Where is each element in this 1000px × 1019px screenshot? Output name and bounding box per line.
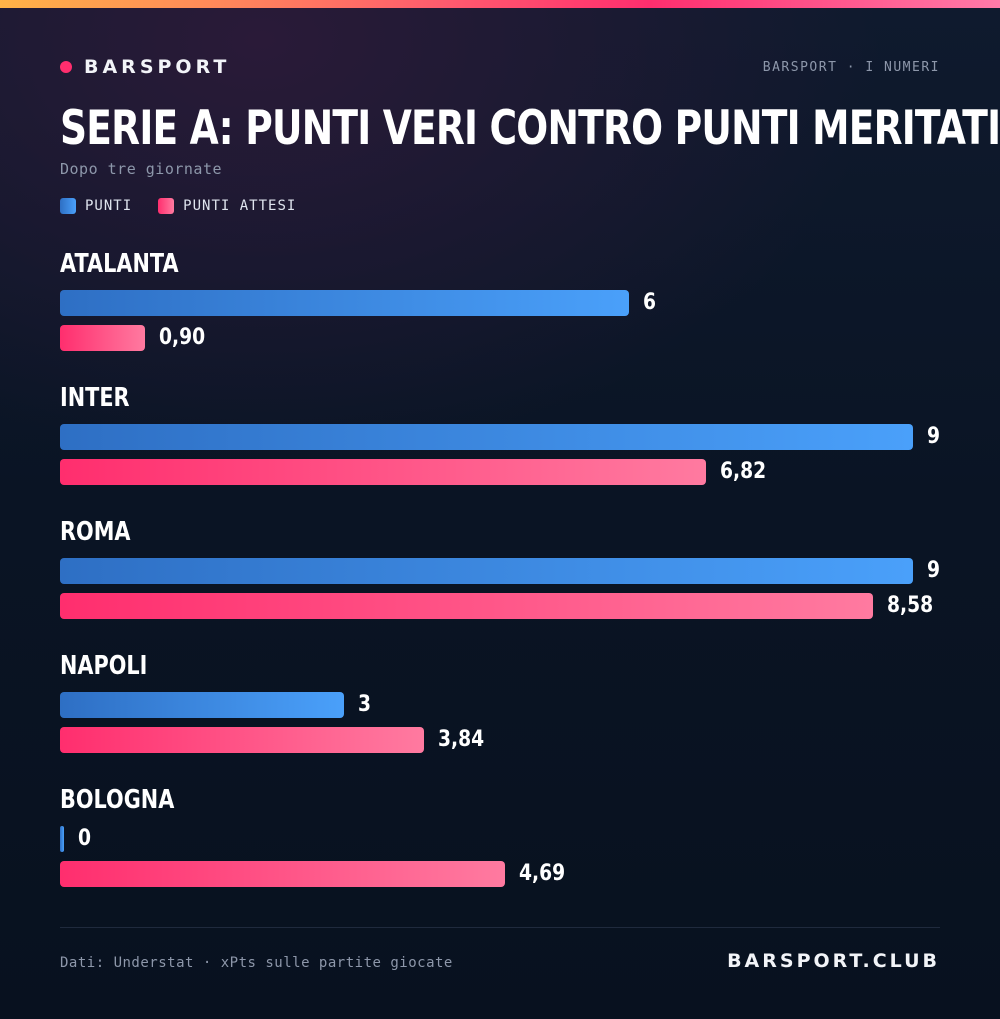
- value-label-punti-attesi-atalanta: 0,90: [159, 325, 206, 350]
- footer-site: BARSPORT.CLUB: [727, 950, 940, 972]
- chart-title: SERIE A: PUNTI VERI CONTRO PUNTI MERITAT…: [60, 101, 1000, 156]
- bar-punti-attesi-atalanta: [60, 325, 146, 351]
- value-label-punti-bologna: 0: [78, 826, 92, 851]
- bar-punti-attesi-bologna: [60, 861, 505, 887]
- team-label-bologna: BOLOGNA: [60, 785, 175, 815]
- value-label-punti-napoli: 3: [358, 692, 372, 717]
- chart-legend: PUNTI PUNTI ATTESI: [60, 198, 322, 214]
- brand-dot-icon: [60, 61, 72, 73]
- value-label-punti-attesi-inter: 6,82: [720, 459, 767, 484]
- value-label-punti-inter: 9: [927, 424, 941, 449]
- brand: BARSPORT: [60, 56, 230, 78]
- brand-name: BARSPORT: [84, 56, 231, 78]
- legend-swatch-punti: [60, 198, 76, 214]
- bar-punti-roma: [60, 558, 913, 584]
- chart-subtitle: Dopo tre giornate: [60, 160, 223, 178]
- bar-punti-attesi-napoli: [60, 727, 424, 753]
- bar-punti-inter: [60, 424, 913, 450]
- value-label-punti-attesi-bologna: 4,69: [518, 861, 565, 886]
- legend-label-punti: PUNTI: [85, 198, 133, 214]
- team-label-roma: ROMA: [60, 517, 131, 547]
- legend-item-punti-attesi: PUNTI ATTESI: [158, 198, 296, 214]
- legend-swatch-punti-attesi: [158, 198, 175, 214]
- bar-punti-napoli: [60, 692, 345, 718]
- header-tagline: BARSPORT · I NUMERI: [762, 60, 940, 75]
- top-accent-bar: [0, 0, 1000, 8]
- legend-item-punti: PUNTI: [60, 198, 132, 214]
- footer-source: Dati: Understat · xPts sulle partite gio…: [60, 955, 453, 971]
- legend-label-punti-attesi: PUNTI ATTESI: [183, 198, 297, 214]
- value-label-punti-roma: 9: [927, 558, 941, 583]
- footer-divider: [60, 927, 940, 928]
- team-label-napoli: NAPOLI: [60, 651, 148, 681]
- value-label-punti-attesi-napoli: 3,84: [437, 727, 485, 752]
- value-label-punti-attesi-roma: 8,58: [887, 593, 934, 618]
- bar-punti-attesi-roma: [60, 593, 874, 619]
- bar-punti-atalanta: [60, 290, 629, 316]
- bar-punti-bologna: [60, 826, 64, 852]
- team-label-inter: INTER: [60, 383, 130, 413]
- team-label-atalanta: ATALANTA: [60, 249, 179, 279]
- value-label-punti-atalanta: 6: [642, 290, 656, 315]
- bar-punti-attesi-inter: [60, 459, 707, 485]
